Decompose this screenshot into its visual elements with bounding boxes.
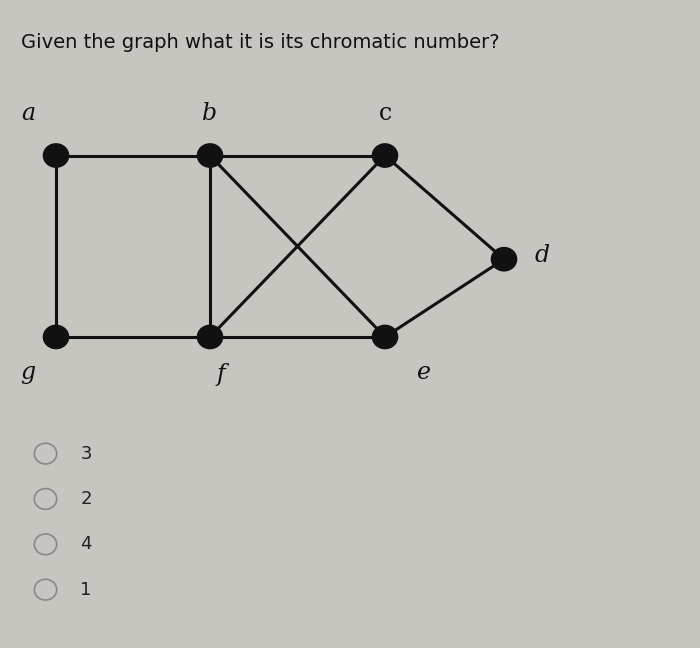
Circle shape (43, 144, 69, 167)
Text: d: d (535, 244, 550, 268)
Text: a: a (21, 102, 35, 125)
Text: e: e (416, 361, 430, 384)
Circle shape (372, 144, 398, 167)
Circle shape (43, 325, 69, 349)
Circle shape (197, 325, 223, 349)
Text: 1: 1 (80, 581, 92, 599)
Circle shape (491, 248, 517, 271)
Circle shape (197, 144, 223, 167)
Text: c: c (379, 102, 391, 125)
Text: g: g (20, 361, 36, 384)
Text: b: b (202, 102, 218, 125)
Text: 3: 3 (80, 445, 92, 463)
Text: 4: 4 (80, 535, 92, 553)
Text: Given the graph what it is its chromatic number?: Given the graph what it is its chromatic… (21, 32, 500, 52)
Text: 2: 2 (80, 490, 92, 508)
Text: f: f (216, 363, 225, 386)
Circle shape (372, 325, 398, 349)
